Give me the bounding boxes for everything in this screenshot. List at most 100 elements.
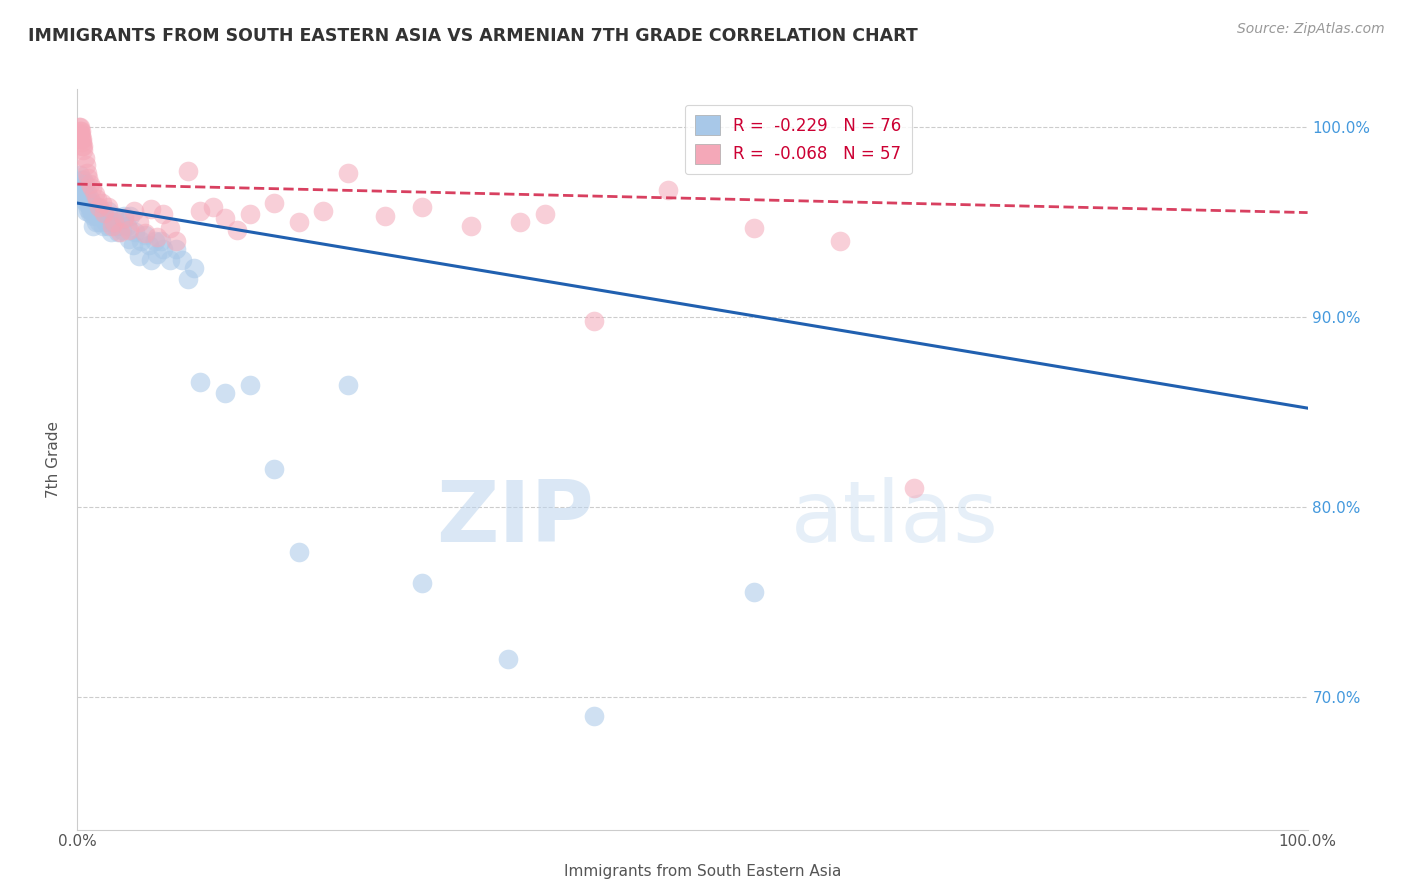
Point	[112, 211, 135, 226]
Point	[214, 386, 236, 401]
Point	[124, 225, 146, 239]
Point	[100, 225, 122, 239]
Point	[72, 181, 94, 195]
Point	[76, 185, 98, 199]
Point	[79, 205, 101, 219]
Point	[69, 168, 91, 182]
Point	[120, 210, 142, 224]
Point	[188, 375, 212, 389]
Point	[87, 210, 110, 224]
Text: Immigrants from South Eastern Asia: Immigrants from South Eastern Asia	[564, 863, 842, 879]
Point	[75, 158, 97, 172]
Point	[159, 253, 181, 268]
Point	[128, 215, 150, 229]
Point	[67, 120, 90, 135]
Point	[411, 575, 433, 590]
Point	[152, 207, 174, 221]
Point	[183, 260, 205, 275]
Point	[82, 196, 104, 211]
Point	[112, 210, 135, 224]
Point	[118, 222, 141, 236]
Point	[146, 247, 169, 261]
Point	[128, 249, 150, 263]
Point	[534, 207, 557, 221]
Point	[97, 219, 120, 233]
Point	[72, 139, 94, 153]
Point	[150, 234, 173, 248]
Point	[143, 234, 166, 248]
Point	[288, 215, 311, 229]
Point	[73, 177, 96, 191]
Point	[70, 131, 93, 145]
Point	[86, 192, 108, 206]
Text: atlas: atlas	[792, 477, 998, 560]
Point	[263, 196, 285, 211]
Point	[83, 186, 105, 201]
Point	[103, 210, 125, 224]
Point	[82, 210, 104, 224]
Point	[115, 219, 138, 233]
Point	[239, 207, 262, 221]
Point	[288, 545, 311, 559]
Point	[69, 126, 91, 140]
Point	[70, 131, 93, 145]
Point	[129, 234, 153, 248]
Y-axis label: 7th Grade: 7th Grade	[46, 421, 62, 498]
Point	[70, 173, 93, 187]
Point	[86, 200, 108, 214]
Point	[80, 203, 103, 218]
Point	[82, 203, 104, 218]
Point	[69, 120, 91, 135]
Point	[141, 253, 163, 268]
Point	[742, 585, 765, 599]
Point	[97, 203, 120, 218]
Point	[214, 211, 236, 226]
Point	[82, 181, 104, 195]
Point	[165, 242, 187, 256]
Point	[107, 225, 129, 239]
Point	[509, 215, 531, 229]
Point	[496, 651, 519, 665]
Point	[110, 215, 132, 229]
Point	[82, 219, 104, 233]
Point	[177, 272, 200, 286]
Point	[89, 215, 111, 229]
Point	[374, 210, 396, 224]
Point	[77, 196, 100, 211]
Point	[90, 210, 114, 224]
Point	[141, 202, 163, 216]
Point	[73, 151, 96, 165]
Point	[903, 481, 925, 495]
Point	[138, 238, 160, 252]
Point	[411, 200, 433, 214]
Text: Source: ZipAtlas.com: Source: ZipAtlas.com	[1237, 22, 1385, 37]
Point	[75, 190, 97, 204]
Point	[72, 190, 94, 204]
Point	[91, 219, 114, 233]
Text: IMMIGRANTS FROM SOUTH EASTERN ASIA VS ARMENIAN 7TH GRADE CORRELATION CHART: IMMIGRANTS FROM SOUTH EASTERN ASIA VS AR…	[28, 27, 918, 45]
Point	[84, 210, 107, 224]
Point	[110, 225, 132, 239]
Point	[70, 181, 93, 195]
Point	[742, 220, 765, 235]
Legend: R =  -0.229   N = 76, R =  -0.068   N = 57: R = -0.229 N = 76, R = -0.068 N = 57	[685, 105, 911, 174]
Point	[101, 219, 124, 233]
Point	[79, 192, 101, 206]
Point	[93, 210, 115, 224]
Point	[239, 378, 262, 392]
Point	[76, 192, 98, 206]
Point	[76, 166, 98, 180]
Point	[70, 136, 93, 150]
Point	[122, 203, 145, 218]
Point	[94, 215, 117, 229]
Point	[105, 219, 128, 233]
Point	[77, 202, 100, 216]
Point	[657, 183, 679, 197]
Point	[121, 238, 143, 252]
Point	[118, 232, 141, 246]
Point	[312, 203, 335, 218]
Point	[70, 128, 93, 142]
Point	[188, 203, 212, 218]
Point	[134, 227, 156, 241]
Point	[134, 228, 156, 243]
